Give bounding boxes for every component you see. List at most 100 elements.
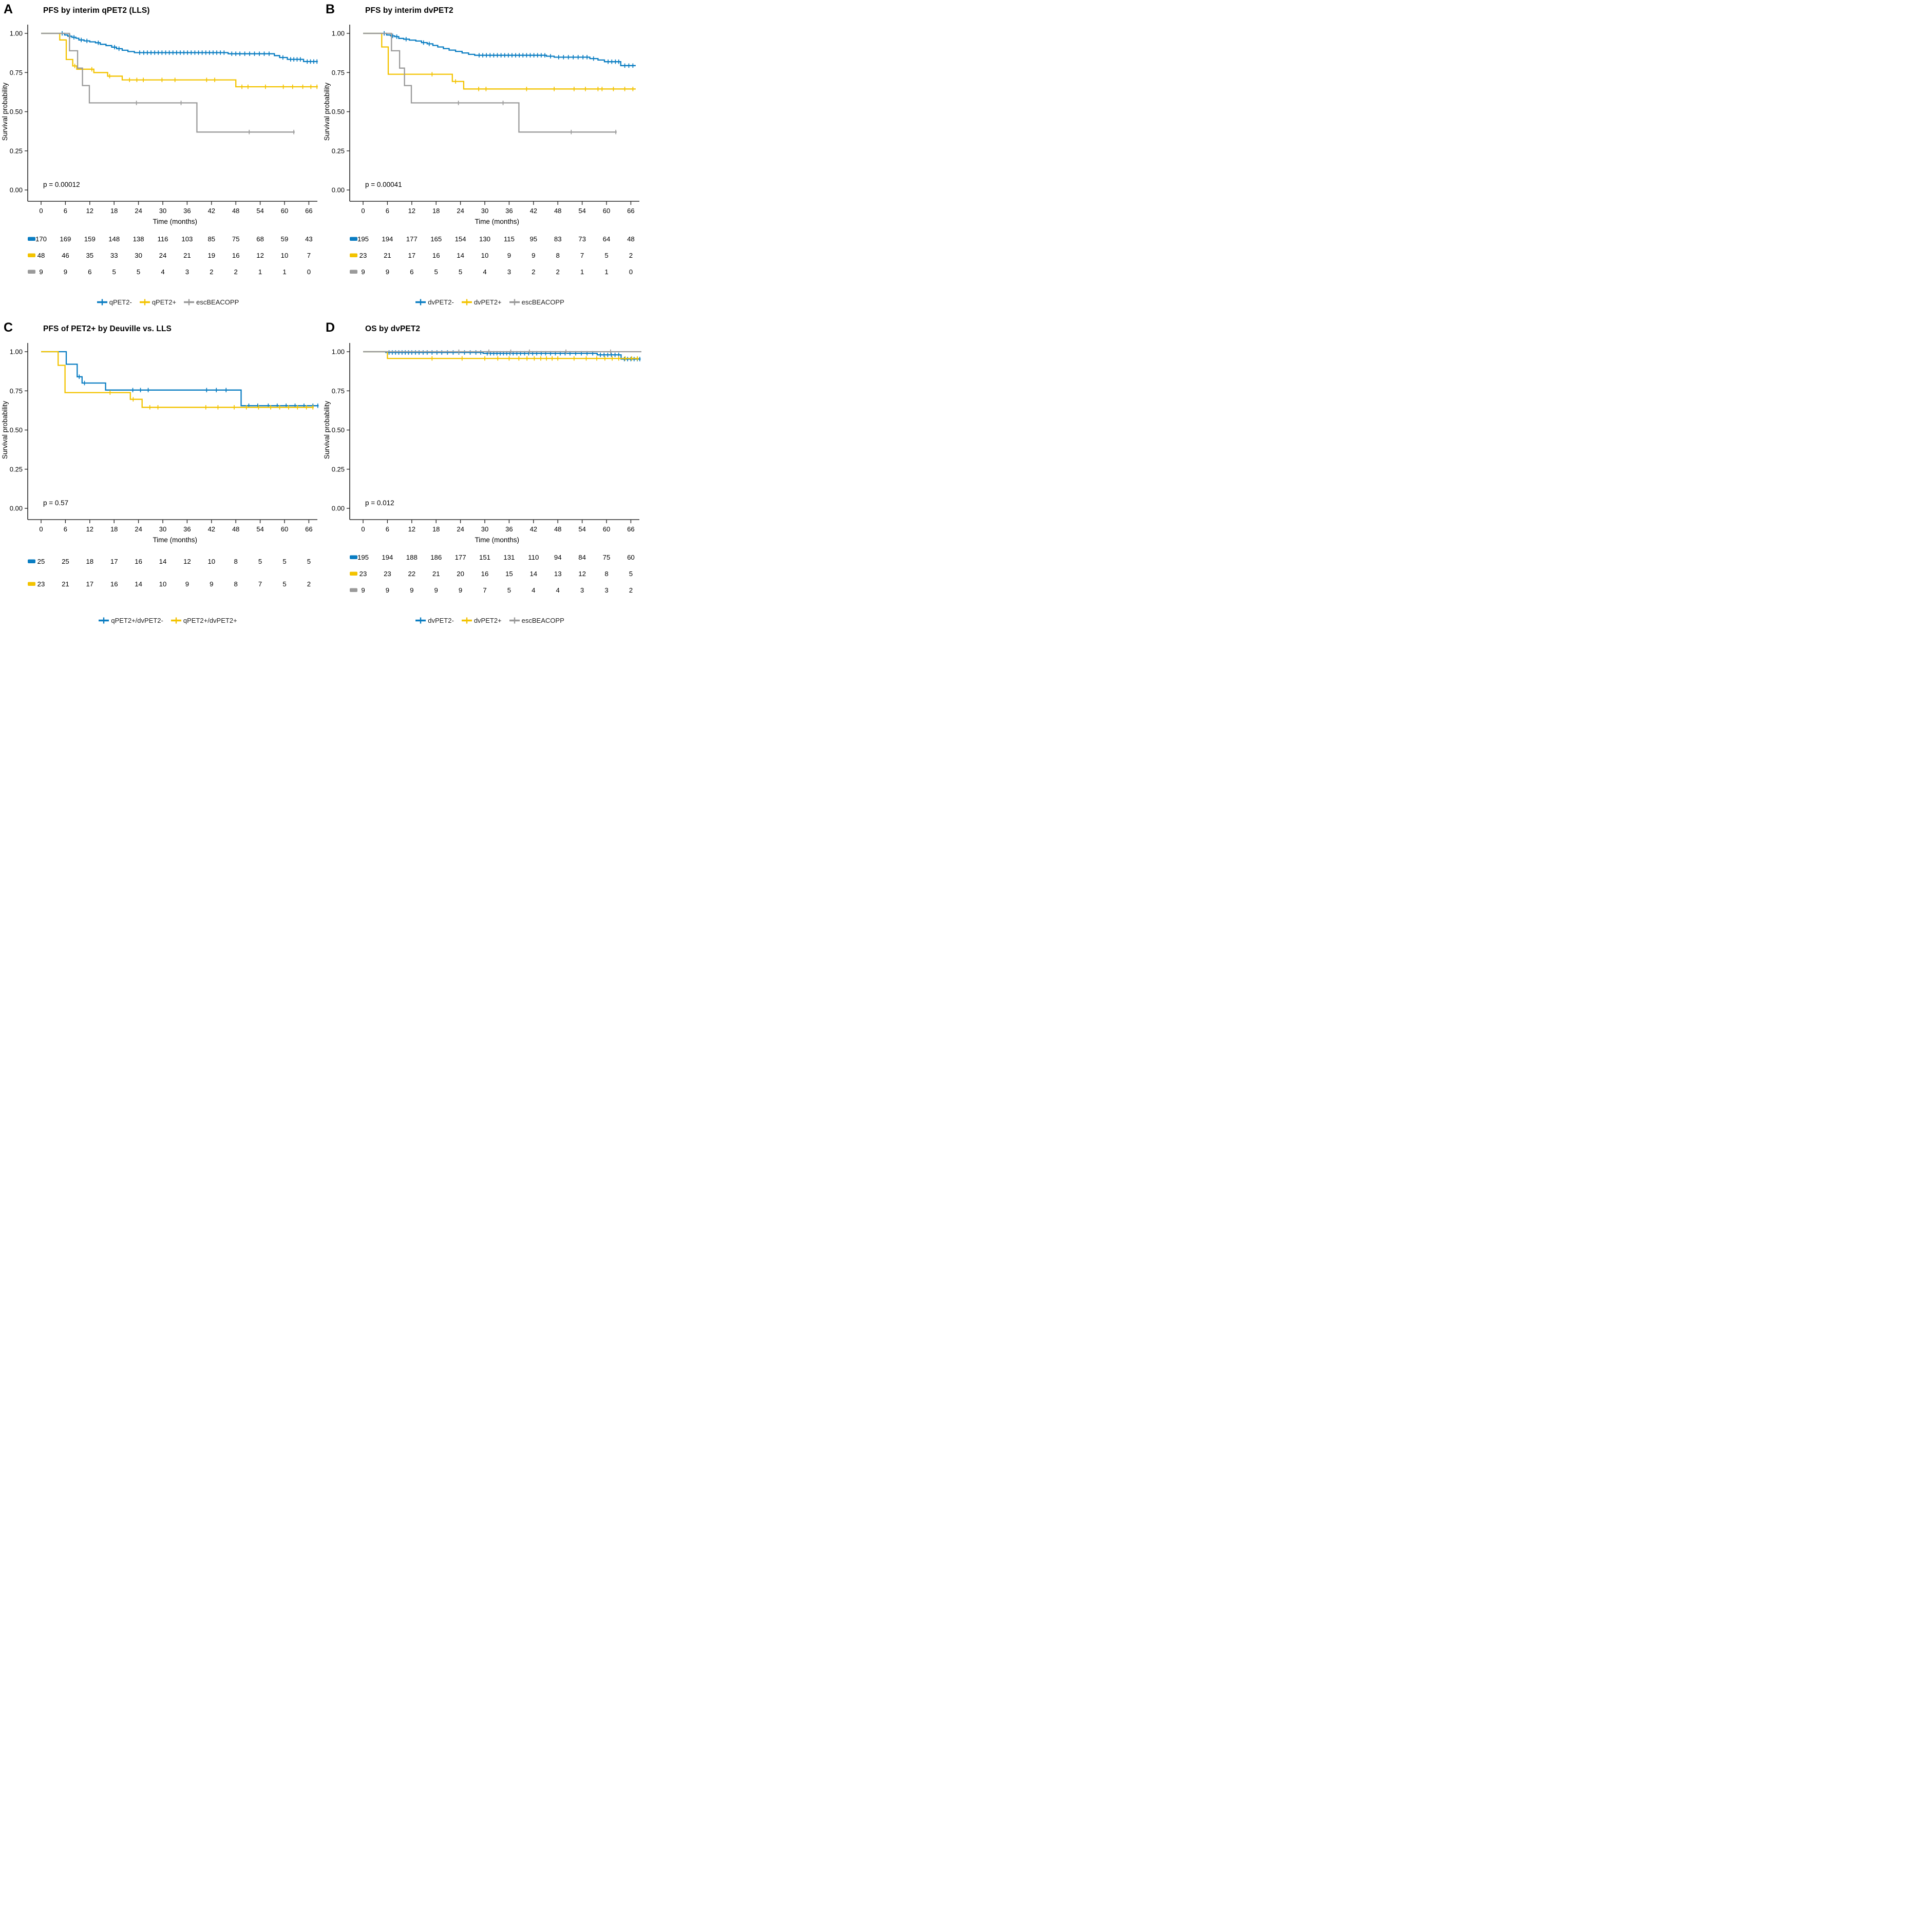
x-tick-label: 0 xyxy=(39,207,43,215)
risk-count: 23 xyxy=(359,570,367,578)
risk-count: 195 xyxy=(357,235,369,243)
y-tick-label: 0.50 xyxy=(10,108,23,116)
km-curve-escBEACOPP xyxy=(363,32,617,133)
risk-count: 17 xyxy=(408,252,415,259)
x-tick-label: 18 xyxy=(432,525,440,533)
legend-cross-icon xyxy=(415,299,426,305)
x-tick-label: 18 xyxy=(110,525,118,533)
risk-count: 75 xyxy=(603,553,611,561)
risk-count: 165 xyxy=(430,235,442,243)
x-tick-label: 24 xyxy=(457,525,464,533)
y-axis-title: Survival probability xyxy=(1,83,9,141)
risk-count: 3 xyxy=(185,268,189,276)
risk-row-swatch-icon xyxy=(28,253,35,257)
risk-count: 12 xyxy=(256,252,264,259)
risk-count: 194 xyxy=(382,553,393,561)
y-tick-label: 0.50 xyxy=(10,426,23,434)
risk-count: 60 xyxy=(627,553,635,561)
y-tick-label: 0.00 xyxy=(332,505,345,512)
x-tick-label: 30 xyxy=(159,525,166,533)
x-tick-label: 18 xyxy=(110,207,118,215)
risk-count: 1 xyxy=(258,268,262,276)
risk-count: 75 xyxy=(232,235,240,243)
x-tick-label: 6 xyxy=(64,525,67,533)
x-axis-title: Time (months) xyxy=(475,536,519,544)
risk-count: 21 xyxy=(62,580,69,588)
x-tick-label: 42 xyxy=(530,525,537,533)
km-plot-b: 1.000.750.500.250.000 6 12 18 24 30 36 42 48 54 60… xyxy=(323,25,639,276)
y-tick-label: 0.00 xyxy=(332,186,345,194)
risk-count: 84 xyxy=(578,553,586,561)
risk-count: 7 xyxy=(483,586,486,594)
x-tick-label: 6 xyxy=(386,525,389,533)
x-tick-label: 30 xyxy=(159,207,166,215)
risk-count: 7 xyxy=(307,252,311,259)
risk-count: 5 xyxy=(459,268,462,276)
y-tick-label: 0.25 xyxy=(10,147,23,155)
risk-count: 43 xyxy=(305,235,313,243)
legend-item: escBEACOPP xyxy=(509,298,564,306)
legend-c: qPET2+/dvPET2- qPET2+/dvPET2+ xyxy=(28,614,308,626)
risk-count: 16 xyxy=(481,570,489,578)
x-tick-label: 0 xyxy=(39,525,43,533)
risk-count: 9 xyxy=(64,268,67,276)
risk-count: 12 xyxy=(183,558,191,565)
risk-count: 14 xyxy=(159,558,167,565)
x-tick-label: 6 xyxy=(64,207,67,215)
legend-cross-icon xyxy=(415,617,426,623)
panel-b: B PFS by interim dvPET2 1.00 0.75 0.50 0.25… xyxy=(322,0,644,318)
risk-row-swatch-icon xyxy=(350,571,357,576)
x-tick-label: 60 xyxy=(281,525,288,533)
risk-count: 2 xyxy=(556,268,560,276)
legend-label: qPET2- xyxy=(109,298,132,306)
p-value-b: p = 0.00041 xyxy=(365,181,402,188)
y-tick-label: 0.25 xyxy=(332,465,345,473)
p-value-c: p = 0.57 xyxy=(43,499,69,507)
legend-cross-icon xyxy=(461,299,472,305)
risk-row-swatch-icon xyxy=(28,582,35,586)
legend-cross-icon xyxy=(509,617,520,623)
risk-count: 14 xyxy=(457,252,464,259)
risk-count: 186 xyxy=(430,553,442,561)
risk-count: 6 xyxy=(88,268,91,276)
x-tick-label: 18 xyxy=(432,207,440,215)
panel-label-b: B xyxy=(326,2,335,16)
risk-row-swatch-icon xyxy=(350,555,357,559)
x-tick-label: 54 xyxy=(256,525,263,533)
km-curve-qPET2+/dvPET2+ xyxy=(41,351,314,408)
km-curve-qPET2+ xyxy=(41,32,318,88)
legend-item: escBEACOPP xyxy=(184,298,239,306)
risk-count: 94 xyxy=(554,553,562,561)
risk-row-swatch-icon xyxy=(350,588,357,592)
risk-count: 115 xyxy=(504,235,515,243)
x-tick-label: 48 xyxy=(554,207,561,215)
risk-row-swatch-icon xyxy=(350,237,357,241)
risk-count: 23 xyxy=(359,252,367,259)
risk-count: 159 xyxy=(84,235,96,243)
y-tick-label: 0.75 xyxy=(332,387,345,395)
panel-a: A PFS by interim qPET2 (LLS) 1.00 0.75 0.5… xyxy=(0,0,322,318)
p-value-d: p = 0.012 xyxy=(365,499,394,507)
risk-count: 4 xyxy=(161,268,164,276)
risk-count: 9 xyxy=(532,252,535,259)
x-tick-label: 12 xyxy=(86,207,93,215)
y-tick-label: 0.50 xyxy=(332,108,345,116)
risk-count: 9 xyxy=(459,586,462,594)
legend-cross-icon xyxy=(97,299,107,305)
risk-count: 13 xyxy=(554,570,562,578)
risk-count: 188 xyxy=(406,553,418,561)
panel-d: D OS by dvPET2 1.00 0.75 0.50 0.25 0.00 0 6 12 1… xyxy=(322,318,644,636)
risk-count: 169 xyxy=(60,235,71,243)
risk-row-swatch-icon xyxy=(28,237,35,241)
legend-item: dvPET2+ xyxy=(461,298,502,306)
x-tick-label: 66 xyxy=(627,207,634,215)
x-tick-label: 24 xyxy=(135,207,142,215)
km-plot-c: 1.00 0.75 0.50 0.25 0.00 0 6 12 18 24 30 36 42 48 54 60… xyxy=(1,343,319,588)
legend-item: dvPET2- xyxy=(415,298,454,306)
legend-cross-icon xyxy=(461,617,472,623)
y-tick-label: 0.75 xyxy=(332,69,345,77)
risk-count: 10 xyxy=(159,580,167,588)
legend-label: dvPET2- xyxy=(428,616,454,624)
y-tick-label: 0.00 xyxy=(10,186,23,194)
risk-count: 116 xyxy=(157,235,168,243)
